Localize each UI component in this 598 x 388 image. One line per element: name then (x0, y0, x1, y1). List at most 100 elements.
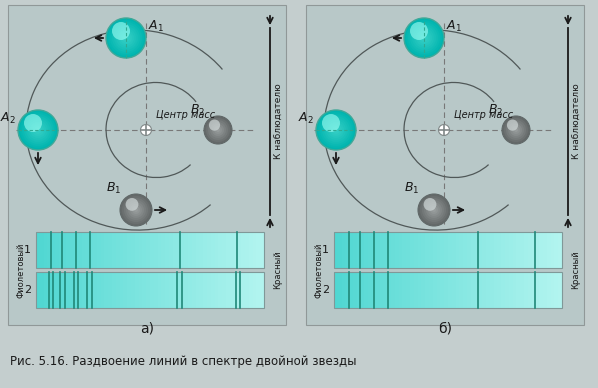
Bar (150, 272, 154, 308)
Bar (36, 232, 40, 268)
Bar (154, 232, 158, 268)
Bar (207, 272, 211, 308)
Bar (372, 232, 376, 268)
Circle shape (334, 128, 338, 132)
Circle shape (420, 34, 428, 42)
Bar (422, 272, 426, 308)
Bar (100, 272, 105, 308)
Text: 2: 2 (24, 285, 31, 295)
Bar (471, 232, 475, 268)
Circle shape (134, 208, 138, 212)
Bar (471, 272, 475, 308)
Text: Красный: Красный (273, 251, 282, 289)
Bar (47, 272, 51, 308)
Bar (241, 272, 246, 308)
Text: 2: 2 (322, 285, 329, 295)
Bar (97, 232, 101, 268)
Circle shape (318, 112, 354, 148)
Bar (341, 272, 346, 308)
Bar (532, 232, 536, 268)
Circle shape (514, 128, 518, 132)
Circle shape (502, 116, 530, 144)
Bar (334, 232, 562, 268)
Bar (161, 232, 166, 268)
Bar (459, 272, 463, 308)
Circle shape (512, 126, 520, 134)
Circle shape (208, 120, 228, 140)
Bar (391, 272, 395, 308)
Circle shape (128, 202, 144, 218)
Circle shape (508, 122, 524, 138)
Bar (181, 272, 185, 308)
Bar (341, 232, 346, 268)
Bar (543, 232, 547, 268)
Bar (116, 232, 120, 268)
Bar (66, 272, 71, 308)
Bar (252, 232, 257, 268)
Bar (184, 272, 188, 308)
Text: $B_1$: $B_1$ (106, 181, 121, 196)
Text: а): а) (140, 321, 154, 335)
Bar (414, 272, 418, 308)
Bar (501, 272, 505, 308)
Bar (105, 272, 109, 308)
Bar (478, 232, 483, 268)
Bar (131, 272, 135, 308)
Bar (252, 272, 257, 308)
Circle shape (418, 32, 430, 44)
Circle shape (216, 128, 220, 132)
Bar (135, 272, 139, 308)
Bar (357, 232, 361, 268)
Bar (410, 232, 414, 268)
Circle shape (430, 206, 438, 214)
Bar (105, 232, 109, 268)
Bar (89, 272, 93, 308)
Bar (93, 232, 97, 268)
Bar (376, 232, 380, 268)
Bar (334, 272, 562, 308)
Bar (429, 232, 434, 268)
Bar (93, 272, 97, 308)
Circle shape (22, 114, 54, 146)
Bar (558, 272, 563, 308)
Circle shape (209, 120, 220, 131)
Circle shape (24, 114, 42, 132)
Bar (47, 232, 51, 268)
Bar (120, 272, 124, 308)
Bar (260, 272, 264, 308)
Circle shape (122, 34, 130, 42)
Text: 1: 1 (24, 245, 31, 255)
Bar (383, 272, 388, 308)
Text: $A_1$: $A_1$ (148, 19, 164, 34)
Bar (364, 232, 369, 268)
Bar (391, 232, 395, 268)
Bar (55, 232, 59, 268)
Bar (505, 272, 509, 308)
Circle shape (28, 120, 48, 140)
Bar (417, 272, 422, 308)
Circle shape (26, 118, 50, 142)
Bar (459, 232, 463, 268)
Bar (66, 232, 71, 268)
Circle shape (210, 122, 226, 138)
Bar (97, 272, 101, 308)
Bar (558, 232, 563, 268)
Bar (368, 232, 373, 268)
Circle shape (422, 198, 446, 222)
Bar (237, 232, 242, 268)
Circle shape (406, 20, 442, 56)
Bar (184, 232, 188, 268)
Circle shape (24, 116, 52, 144)
Bar (78, 232, 82, 268)
Bar (257, 272, 261, 308)
Circle shape (507, 120, 518, 131)
Bar (55, 272, 59, 308)
Circle shape (36, 128, 40, 132)
Bar (520, 232, 524, 268)
Bar (81, 232, 86, 268)
Bar (387, 272, 392, 308)
Circle shape (510, 124, 522, 136)
Bar (81, 272, 86, 308)
Circle shape (438, 125, 450, 135)
Bar (482, 232, 487, 268)
